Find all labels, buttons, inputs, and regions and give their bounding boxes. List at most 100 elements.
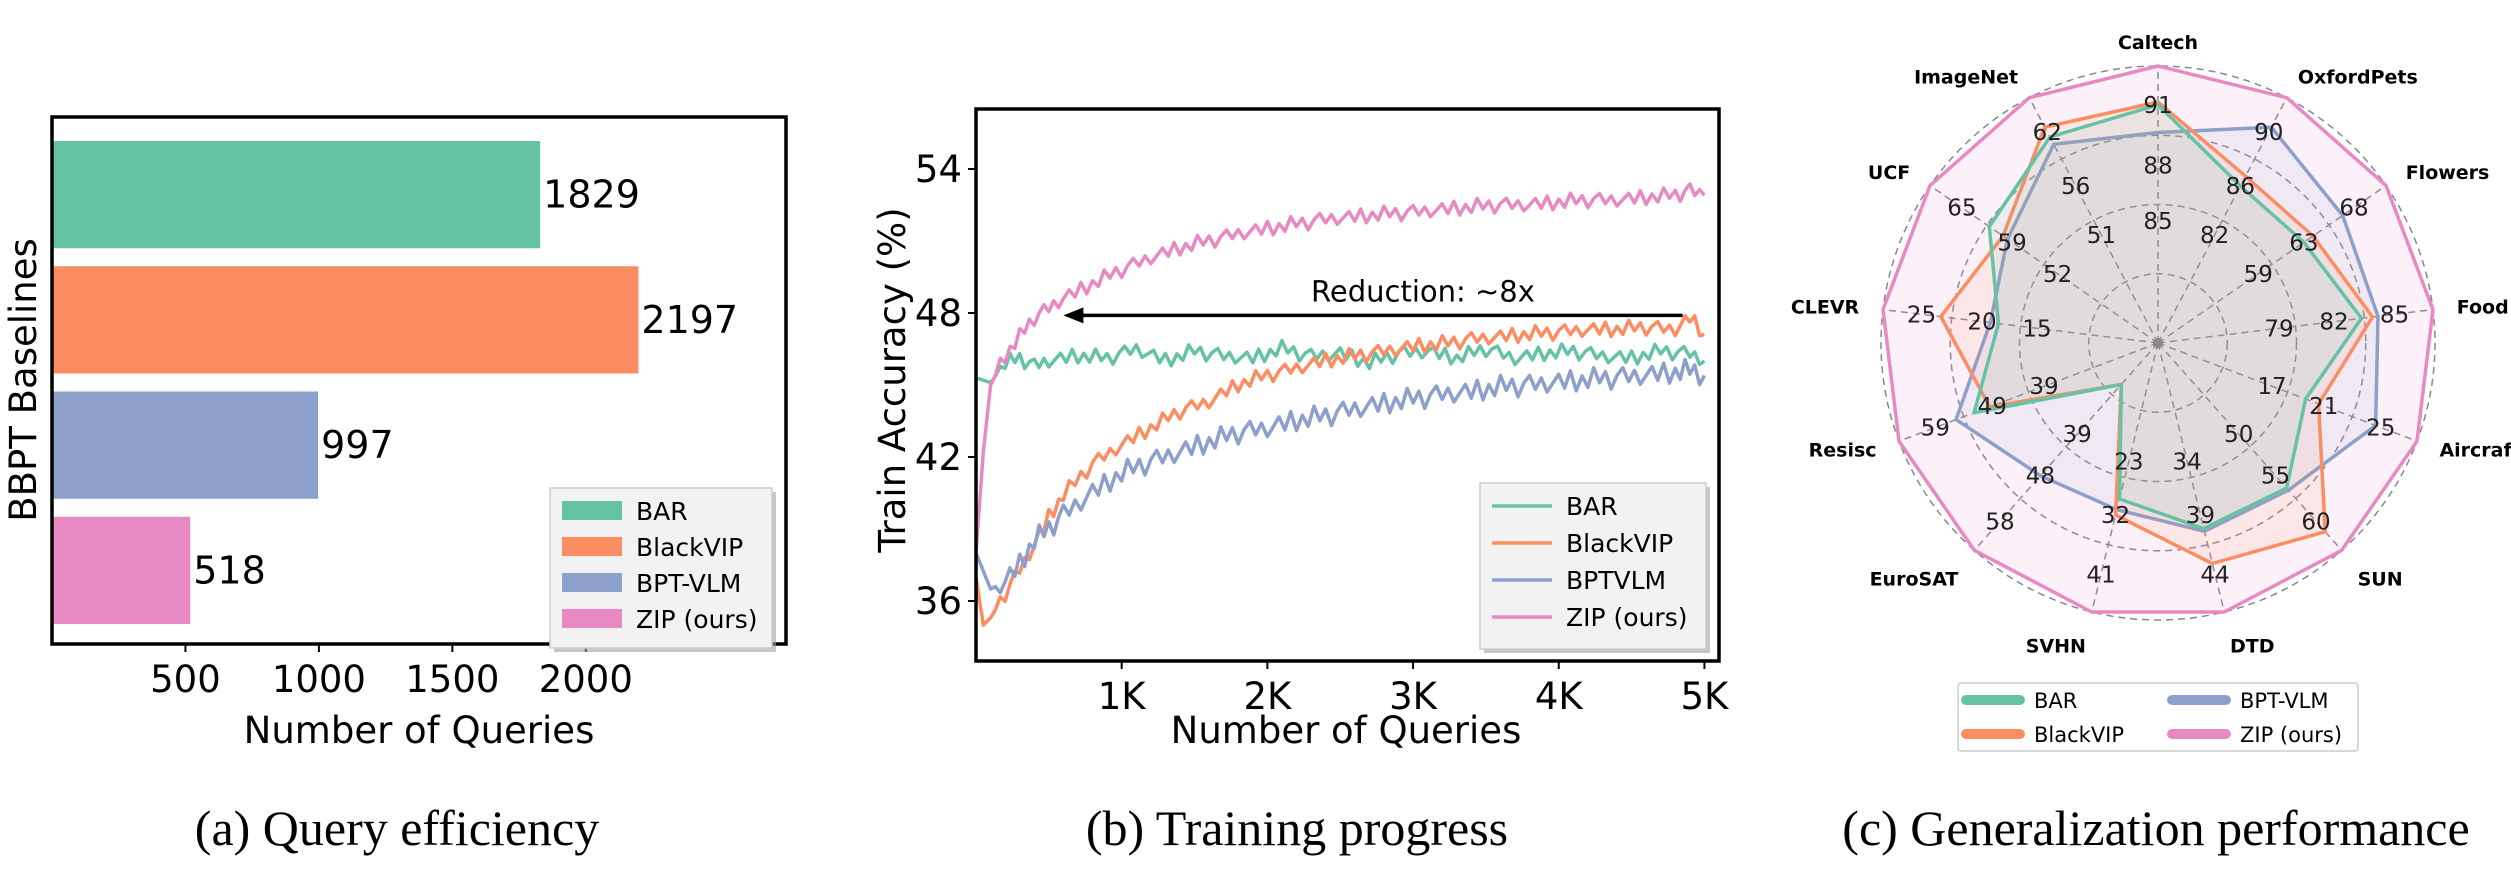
bar-value-label: 518 xyxy=(193,548,266,592)
radar-tick-label: 60 xyxy=(2301,509,2330,535)
radar-axis-label-imagenet: ImageNet xyxy=(1914,66,2018,88)
bar-value-label: 997 xyxy=(321,423,394,467)
radar-tick-label: 23 xyxy=(2114,449,2143,475)
y-axis-label: BBPT Baselines xyxy=(2,238,45,522)
radar-axis-label-eurosat: EuroSAT xyxy=(1870,568,1959,590)
radar-axis-label-food: Food xyxy=(2457,297,2509,319)
radar-axis-label-clevr: CLEVR xyxy=(1791,297,1860,319)
radar-tick-label: 58 xyxy=(1985,509,2014,535)
radar-tick-label: 90 xyxy=(2254,120,2283,146)
radar-tick-label: 17 xyxy=(2257,374,2286,400)
y-tick-label: 42 xyxy=(915,436,962,479)
radar-tick-label: 39 xyxy=(2186,503,2215,529)
radar-tick-label: 82 xyxy=(2200,223,2229,249)
radar-tick-label: 79 xyxy=(2264,316,2293,342)
x-tick-label: 1500 xyxy=(405,658,499,701)
radar-tick-label: 62 xyxy=(2033,120,2062,146)
radar-tick-label: 59 xyxy=(1997,230,2026,256)
bar-value-label: 2197 xyxy=(641,298,738,342)
radar-polygon-bpt-vlm xyxy=(1954,125,2380,534)
radar-tick-label: 25 xyxy=(2366,415,2395,441)
radar-tick-label: 55 xyxy=(2261,464,2290,490)
x-tick-label: 1K xyxy=(1098,675,1148,718)
legend-label: BAR xyxy=(1566,492,1618,521)
radar-tick-label: 65 xyxy=(1947,196,1976,222)
legend-label: BAR xyxy=(636,497,688,526)
radar-tick-label: 34 xyxy=(2173,449,2202,475)
legend-swatch-zip-ours xyxy=(562,609,622,628)
radar-spoke xyxy=(2157,185,2387,344)
x-tick-label: 1000 xyxy=(272,658,366,701)
legend-label: ZIP (ours) xyxy=(1566,603,1687,632)
radar-tick-label: 56 xyxy=(2061,174,2090,200)
radar-axis-label-aircrafts: Aircrafts xyxy=(2439,440,2511,462)
x-tick-label: 3K xyxy=(1389,675,1439,718)
radar-tick-label: 41 xyxy=(2086,562,2115,588)
plot-frame xyxy=(50,115,788,646)
radar-spoke xyxy=(2157,342,2226,613)
radar-tick-label: 91 xyxy=(2143,93,2172,119)
radar-tick-label: 68 xyxy=(2339,196,2368,222)
legend-label: BPT-VLM xyxy=(2240,689,2329,713)
radar-tick-label: 20 xyxy=(1967,310,1996,336)
radar-tick-label: 59 xyxy=(2244,262,2273,288)
plot-frame xyxy=(974,107,1721,663)
radar-spoke xyxy=(2157,97,2288,344)
series-line-bar xyxy=(975,338,1706,385)
radar-spoke xyxy=(2157,342,2343,551)
x-tick-label: 2K xyxy=(1243,675,1293,718)
radar-spoke xyxy=(2157,308,2434,344)
radar-tick-label: 51 xyxy=(2087,223,2116,249)
y-axis-label: Train Accuracy (%) xyxy=(871,207,914,553)
caption-a: (a) Query efficiency xyxy=(195,800,599,856)
reduction-arrowhead xyxy=(1063,307,1084,324)
legend-box xyxy=(1957,682,2359,752)
radar-axis-label-oxfordpets: OxfordPets xyxy=(2298,66,2418,88)
legend: BAR BlackVIP BPTVLM ZIP (ours) xyxy=(1479,482,1710,653)
radar-tick-label: 85 xyxy=(2143,209,2172,235)
reduction-label: Reduction: ~8x xyxy=(1311,274,1535,308)
radar-axis-label-flowers: Flowers xyxy=(2406,162,2490,184)
x-axis-label: Number of Queries xyxy=(244,709,595,752)
radar-tick-label: 39 xyxy=(2029,374,2058,400)
legend-label: BPTVLM xyxy=(1566,566,1666,595)
legend-label: BlackVIP xyxy=(636,533,743,562)
query-efficiency-chart: 1829 2197 997 518 500 1000 1500 2000 Number of… xyxy=(2,115,788,752)
legend-label: BPT-VLM xyxy=(636,569,741,598)
training-progress-chart: 1K 2K 3K 4K 5K 36 42 48 54 Reduction: ~8x Numbe… xyxy=(871,107,1731,752)
radar-axis-label-dtd: DTD xyxy=(2230,635,2275,657)
radar-tick-label: 82 xyxy=(2319,310,2348,336)
radar-axis-label-ucf: UCF xyxy=(1868,162,1910,184)
bar-value-label: 1829 xyxy=(543,173,640,217)
radar-tick-label: 25 xyxy=(1907,302,1936,328)
radar-spoke xyxy=(1973,342,2159,551)
legend-swatch-blackvip xyxy=(562,537,622,556)
x-tick-label: 5K xyxy=(1681,675,1731,718)
series-line-zip-ours xyxy=(974,182,1706,554)
radar-spoke xyxy=(1898,342,2159,442)
caption-c: (c) Generalization performance xyxy=(1842,800,2469,856)
radar-grid-ring xyxy=(1880,65,2436,621)
radar-grid-ring xyxy=(2088,273,2228,413)
y-tick-label: 36 xyxy=(915,580,962,623)
radar-tick-label: 49 xyxy=(1978,394,2007,420)
radar-center-dot xyxy=(2153,338,2163,348)
generalization-radar-chart: 85 88 91 82 86 90 59 63 68 79 82 85 17 21 25 50 55 60 34 39… xyxy=(1791,32,2511,752)
bar-blackvip xyxy=(52,266,639,374)
radar-axis-label-svhn: SVHN xyxy=(2026,635,2086,657)
radar-tick-label: 88 xyxy=(2143,154,2172,180)
legend: BAR BPT-VLM BlackVIP ZIP (ours) xyxy=(1957,682,2359,752)
radar-tick-label: 86 xyxy=(2226,174,2255,200)
bar-zip-ours xyxy=(52,516,191,624)
radar-tick-label: 21 xyxy=(2309,394,2338,420)
radar-tick-label: 50 xyxy=(2224,422,2253,448)
x-axis-label: Number of Queries xyxy=(1171,709,1522,752)
reduction-annotation: Reduction: ~8x xyxy=(1063,274,1683,324)
legend-label: BlackVIP xyxy=(1566,529,1673,558)
radar-tick-label: 39 xyxy=(2063,422,2092,448)
legend-swatch-bar xyxy=(562,501,622,520)
legend: BAR BlackVIP BPT-VLM ZIP (ours) xyxy=(549,487,776,652)
radar-tick-label: 59 xyxy=(1921,415,1950,441)
radar-spoke xyxy=(2090,342,2159,613)
radar-tick-label: 44 xyxy=(2200,562,2229,588)
